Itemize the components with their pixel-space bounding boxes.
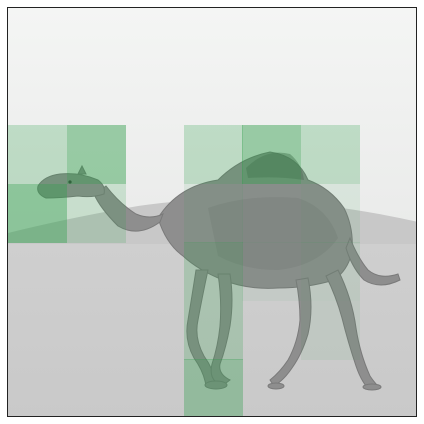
overlay-cell-r5-c3 bbox=[183, 300, 243, 360]
attention-overlay-grid bbox=[8, 8, 416, 416]
overlay-cell-r6-c3 bbox=[183, 359, 243, 416]
camel bbox=[37, 151, 401, 391]
camel-shadow bbox=[208, 197, 338, 270]
overlay-cell-r3-c0 bbox=[8, 183, 67, 243]
camel-photo bbox=[8, 8, 416, 416]
overlay-cell-r2-c5 bbox=[300, 125, 360, 185]
overlay-cell-r2-c4 bbox=[242, 125, 302, 185]
overlay-cell-r3-c1 bbox=[66, 183, 126, 243]
camel-eye bbox=[68, 180, 72, 184]
overlay-cell-r4-c5 bbox=[300, 242, 360, 302]
overlay-cell-r5-c5 bbox=[300, 300, 360, 360]
image-frame bbox=[7, 7, 417, 417]
overlay-cell-r4-c3 bbox=[183, 242, 243, 302]
overlay-cell-r2-c1 bbox=[66, 125, 126, 185]
overlay-cell-r2-c3 bbox=[183, 125, 243, 185]
overlay-cell-r3-c5 bbox=[300, 183, 360, 243]
overlay-cell-r2-c0 bbox=[8, 125, 67, 185]
overlay-cell-r3-c3 bbox=[183, 183, 243, 243]
camel-hump-dark bbox=[246, 152, 304, 180]
overlay-cell-r3-c4 bbox=[242, 183, 302, 243]
overlay-cell-r4-c4 bbox=[242, 242, 302, 302]
